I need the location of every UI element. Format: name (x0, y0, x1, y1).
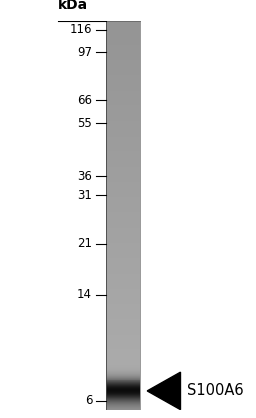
Polygon shape (147, 372, 180, 410)
Text: S100A6: S100A6 (187, 383, 243, 398)
Text: kDa: kDa (58, 0, 88, 12)
Text: 21: 21 (77, 237, 92, 250)
Text: 36: 36 (77, 170, 92, 183)
Text: 6: 6 (85, 395, 92, 408)
Text: 31: 31 (77, 189, 92, 201)
Text: 97: 97 (77, 46, 92, 59)
Text: 14: 14 (77, 288, 92, 301)
Text: 116: 116 (70, 23, 92, 36)
Text: 55: 55 (77, 117, 92, 130)
Text: 66: 66 (77, 94, 92, 107)
